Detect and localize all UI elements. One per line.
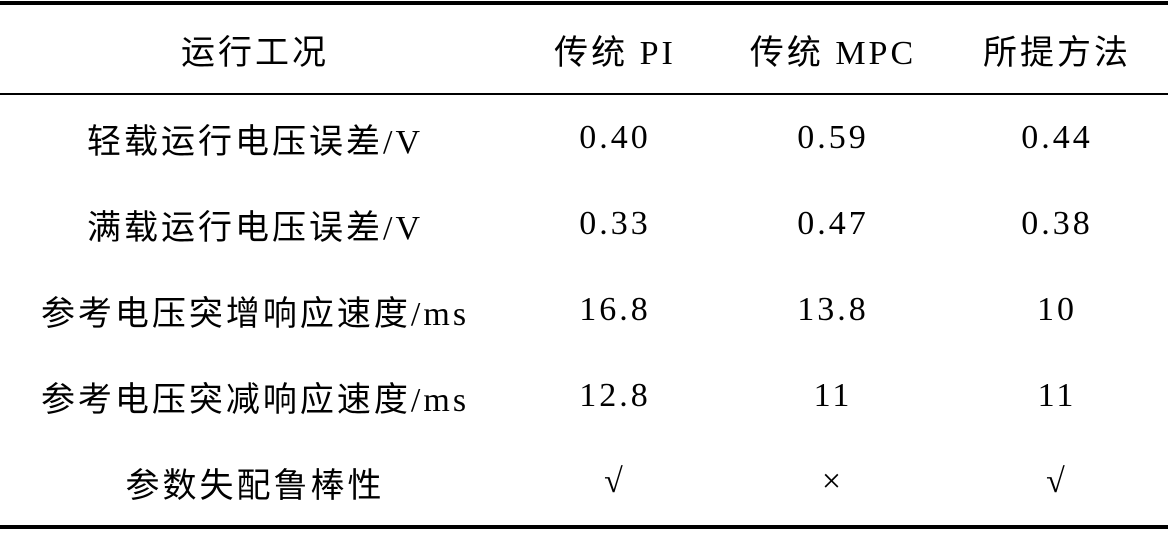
table-cell: 11 [1037, 377, 1077, 414]
table-cell: 0.38 [1021, 205, 1093, 242]
header-cell: 传统 PI [510, 3, 720, 95]
row-label: 满载运行电压误差/V [87, 209, 423, 247]
table-cell: 10 [1037, 291, 1077, 328]
row-label: 轻载运行电压误差/V [87, 123, 423, 161]
table-row: 轻载运行电压误差/V 0.40 0.59 0.44 [0, 94, 1168, 181]
table-cell: 0.44 [1021, 119, 1093, 156]
table-body: 轻载运行电压误差/V 0.40 0.59 0.44 满载运行电压误差/V 0.33 0.47… [0, 94, 1168, 527]
row-label: 参数失配鲁棒性 [125, 467, 385, 505]
table-row: 满载运行电压误差/V 0.33 0.47 0.38 [0, 181, 1168, 267]
table-cell: 0.59 [797, 119, 869, 156]
table-cell: 11 [813, 377, 853, 414]
table-row: 参考电压突增响应速度/ms 16.8 13.8 10 [0, 267, 1168, 353]
table-cell: 12.8 [579, 377, 651, 414]
header-row: 运行工况 传统 PI 传统 MPC 所提方法 [0, 3, 1168, 95]
header-cell: 传统 MPC [720, 3, 946, 95]
table-cell: 13.8 [797, 291, 869, 328]
table-row: 参考电压突减响应速度/ms 12.8 11 11 [0, 353, 1168, 439]
row-label: 参考电压突减响应速度/ms [40, 381, 470, 419]
table-cell: 0.33 [579, 205, 651, 242]
table-cell: 0.40 [579, 119, 651, 156]
table-cell: 0.47 [797, 205, 869, 242]
row-label: 参考电压突增响应速度/ms [40, 295, 470, 333]
table-cell: 16.8 [579, 291, 651, 328]
table-row: 参数失配鲁棒性 √ × √ [0, 439, 1168, 527]
table-cell: √ [1046, 463, 1068, 500]
table-cell: √ [604, 463, 626, 500]
header-cell: 所提方法 [946, 3, 1168, 95]
table-header: 运行工况 传统 PI 传统 MPC 所提方法 [0, 3, 1168, 95]
header-cell: 运行工况 [0, 3, 510, 95]
table-cell: × [821, 463, 845, 500]
